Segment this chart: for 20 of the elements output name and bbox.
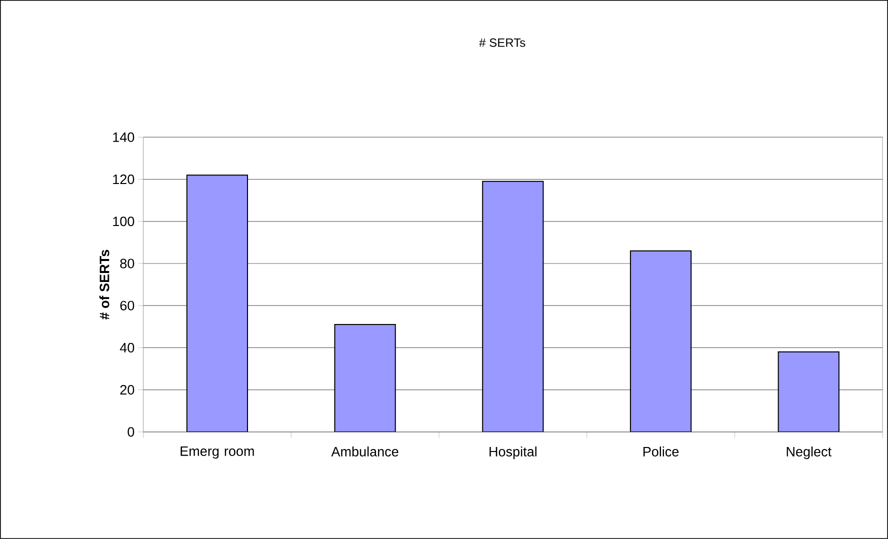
y-axis-title: # of SERTs bbox=[99, 250, 110, 320]
y-tick-label: 80 bbox=[120, 258, 134, 268]
x-tick-label: Hospital bbox=[490, 446, 536, 460]
bar bbox=[186, 174, 248, 432]
bar bbox=[630, 250, 692, 432]
y-tick-label: 120 bbox=[113, 174, 134, 184]
y-tick-label: 0 bbox=[128, 427, 134, 437]
bar bbox=[778, 351, 840, 432]
y-tick-label: 20 bbox=[120, 385, 134, 395]
x-tick-label: Neglect bbox=[786, 446, 832, 460]
y-tick-label: 140 bbox=[113, 132, 134, 142]
bar bbox=[334, 324, 396, 432]
y-tick-label: 100 bbox=[113, 216, 134, 226]
x-tick-label: Ambulance bbox=[331, 446, 398, 456]
x-tick-label: Emerg room bbox=[180, 446, 254, 459]
y-tick-label: 40 bbox=[120, 342, 134, 353]
x-tick-label: Police bbox=[643, 446, 679, 456]
chart-title: # SERTs bbox=[479, 38, 526, 47]
y-tick-label: 60 bbox=[120, 300, 134, 310]
bar bbox=[482, 180, 544, 432]
